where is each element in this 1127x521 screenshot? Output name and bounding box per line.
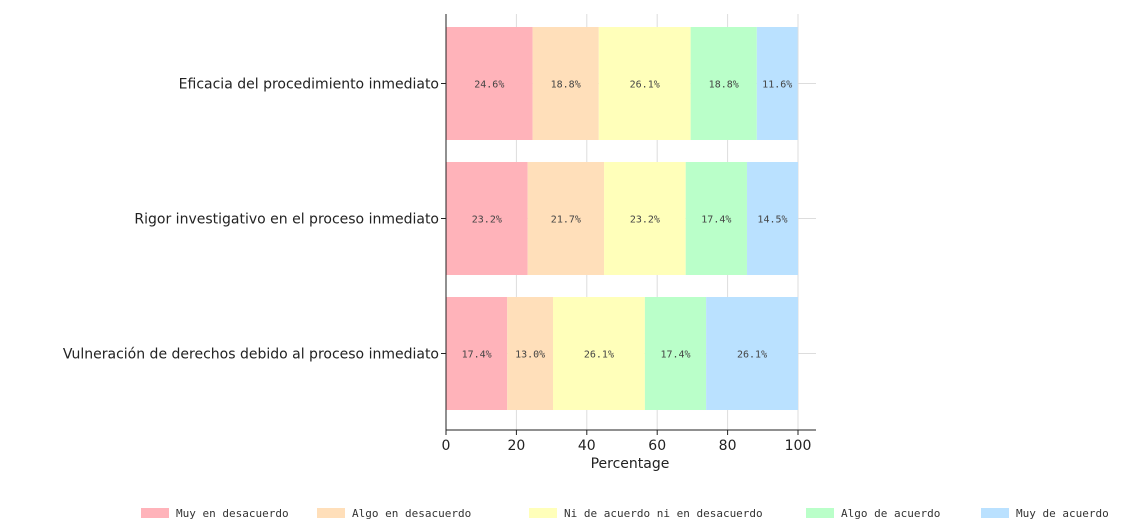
x-tick-label: 60 [648,438,666,454]
legend-swatch [806,508,834,518]
legend-item: Algo de acuerdo [806,507,940,520]
bar-segment [746,162,798,275]
bar-segment [507,297,554,410]
data-label: 17.4% [660,350,690,361]
legend-item: Muy de acuerdo [981,507,1109,520]
x-tick-label: 40 [578,438,596,454]
data-label: 11.6% [762,80,792,91]
legend-label: Muy en desacuerdo [176,507,289,520]
bar-segment [644,297,707,410]
legend-item: Ni de acuerdo ni en desacuerdo [529,507,763,520]
data-label: 13.0% [515,350,545,361]
x-axis-title: Percentage [591,456,670,472]
bar-segment [446,297,508,410]
legend-label: Muy de acuerdo [1016,507,1109,520]
bar-segment [598,27,691,140]
legend-label: Algo en desacuerdo [352,507,471,520]
bar-segment [690,27,757,140]
data-labels: 24.6% 18.8% 26.1% 18.8% 11.6% 23.2% 21.7% 23.2%… [462,80,793,361]
data-label: 17.4% [462,350,492,361]
x-tick-label: 80 [719,438,737,454]
data-label: 14.5% [757,215,787,226]
bar-segment [532,27,599,140]
category-label: Eficacia del procedimiento inmediato [179,77,439,93]
bar-segment [756,27,798,140]
x-axis-ticks: 0 20 40 60 80 100 [441,83,812,454]
legend: Muy en desacuerdo Algo en desacuerdo Ni de… [141,507,1109,520]
data-label: 26.1% [630,80,660,91]
x-tick-label: 0 [442,438,451,454]
bar-segment [604,162,686,275]
bar-segment [446,162,528,275]
legend-swatch [141,508,169,518]
data-label: 18.8% [709,80,739,91]
data-label: 17.4% [701,215,731,226]
bar-segment [685,162,747,275]
data-label: 21.7% [551,215,581,226]
legend-item: Muy en desacuerdo [141,507,289,520]
data-label: 26.1% [737,350,767,361]
legend-item: Algo en desacuerdo [317,507,471,520]
legend-swatch [529,508,557,518]
data-label: 23.2% [472,215,502,226]
bar-segment [553,297,645,410]
bar-segment [706,297,798,410]
legend-swatch [317,508,345,518]
bars [446,27,798,410]
x-tick-label: 100 [785,438,812,454]
category-label: Vulneración de derechos debido al proces… [63,347,439,363]
data-label: 18.8% [551,80,581,91]
bar-segment [527,162,605,275]
legend-swatch [981,508,1009,518]
data-label: 26.1% [584,350,614,361]
legend-label: Ni de acuerdo ni en desacuerdo [564,507,763,520]
data-label: 24.6% [474,80,504,91]
bar-segment [446,27,533,140]
legend-label: Algo de acuerdo [841,507,940,520]
x-tick-label: 20 [507,438,525,454]
category-labels: Eficacia del procedimiento inmediato Rigo… [63,77,439,363]
data-label: 23.2% [630,215,660,226]
category-label: Rigor investigativo en el proceso inmedi… [134,212,439,228]
